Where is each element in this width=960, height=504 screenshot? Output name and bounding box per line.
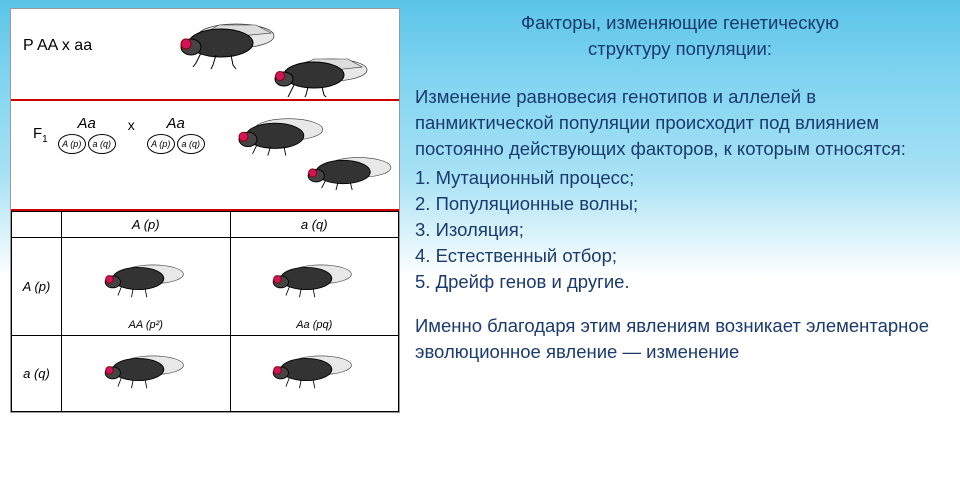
p-generation-section: P AA x aa [11, 9, 399, 101]
punnett-cell [62, 336, 231, 412]
punnett-cell: Aa (pq) [230, 238, 399, 336]
title-line: структуру популяции: [450, 36, 910, 62]
fly-pair-p [141, 9, 381, 97]
factors-list: 1. Мутационный процесс; 2. Популяционные… [415, 165, 945, 294]
title-line: Факторы, изменяющие генетическую [450, 10, 910, 36]
punnett-col-header: A (p) [62, 212, 231, 238]
body-text: Изменение равновесия генотипов и аллелей… [415, 84, 945, 365]
intro-paragraph: Изменение равновесия генотипов и аллелей… [415, 84, 945, 162]
punnett-row-header: a (q) [12, 336, 62, 412]
text-content-panel: Факторы, изменяющие генетическую структу… [415, 10, 945, 365]
punnett-col-header: a (q) [230, 212, 399, 238]
p-cross-label: P AA x aa [23, 37, 92, 55]
punnett-corner [12, 212, 62, 238]
fly-icon [239, 247, 389, 321]
f1-generation-section: F1 Aa A (p) a (q) x Aa A (p) a (q) [11, 101, 399, 211]
gamete-circle: A (p) [147, 134, 175, 154]
punnett-row-header: A (p) [12, 238, 62, 336]
gamete-circle: a (q) [88, 134, 116, 154]
punnett-cell [230, 336, 399, 412]
punnett-section: A (p) a (q) A (p) [11, 211, 399, 412]
factor-item: 4. Естественный отбор; [415, 243, 945, 269]
p-flies [141, 9, 381, 102]
f1-genotype-2: Aa A (p) a (q) [147, 115, 205, 154]
fly-icon [71, 247, 221, 321]
factor-item: 5. Дрейф генов и другие. [415, 269, 945, 295]
fly-pair-f1 [211, 101, 401, 201]
factor-item: 2. Популяционные волны; [415, 191, 945, 217]
f1-label: F1 [33, 125, 48, 145]
genotype-label: AA (p²) [62, 319, 230, 331]
punnett-table: A (p) a (q) A (p) [11, 211, 399, 412]
gamete-circle: A (p) [58, 134, 86, 154]
factor-item: 3. Изоляция; [415, 217, 945, 243]
factor-item: 1. Мутационный процесс; [415, 165, 945, 191]
slide-title: Факторы, изменяющие генетическую структу… [450, 10, 910, 62]
fly-icon [239, 338, 389, 404]
cross-symbol: x [128, 117, 135, 133]
f1-genotype-1: Aa A (p) a (q) [58, 115, 116, 154]
outro-paragraph: Именно благодаря этим явлениям возникает… [415, 313, 945, 365]
punnett-cell: AA (p²) [62, 238, 231, 336]
f1-flies [211, 101, 401, 206]
gamete-circle: a (q) [177, 134, 205, 154]
genotype-label: Aa (pq) [231, 319, 399, 331]
genetics-diagram-panel: P AA x aa [10, 8, 400, 413]
fly-icon [71, 338, 221, 404]
